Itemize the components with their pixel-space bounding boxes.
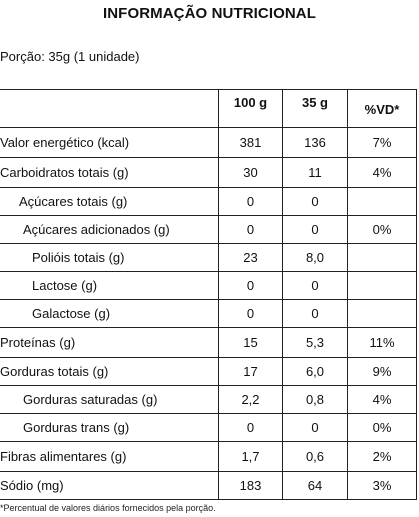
value-35g: 5,3 [282, 327, 348, 358]
value-vd: 9% [347, 357, 417, 386]
table-row: Gorduras saturadas (g) 2,2 0,8 4% [0, 385, 417, 414]
row-label: Gorduras totais (g) [0, 357, 219, 386]
value-100g: 2,2 [218, 385, 283, 414]
value-100g: 381 [218, 127, 283, 158]
row-label: Gorduras saturadas (g) [0, 385, 219, 414]
value-vd: 2% [347, 441, 417, 472]
row-label: Gorduras trans (g) [0, 413, 219, 442]
value-100g: 0 [218, 271, 283, 300]
footnote: *Percentual de valores diários fornecido… [0, 503, 216, 513]
header-row: 100 g 35 g %VD* [0, 89, 417, 128]
header-vd-label: %VD* [364, 102, 400, 117]
value-100g: 0 [218, 215, 283, 244]
value-35g: 0 [282, 413, 348, 442]
value-100g: 1,7 [218, 441, 283, 472]
header-35g: 35 g [282, 89, 348, 128]
value-vd [347, 271, 417, 300]
value-35g: 0,6 [282, 441, 348, 472]
row-label: Açúcares totais (g) [0, 187, 219, 216]
row-label: Carboidratos totais (g) [0, 157, 219, 188]
table-row: Polióis totais (g) 23 8,0 [0, 243, 417, 272]
value-35g: 0 [282, 271, 348, 300]
value-100g: 23 [218, 243, 283, 272]
value-vd [347, 243, 417, 272]
value-100g: 15 [218, 327, 283, 358]
value-vd: 0% [347, 215, 417, 244]
value-100g: 30 [218, 157, 283, 188]
table-row: Valor energético (kcal) 381 136 7% [0, 127, 417, 158]
header-vd: %VD* [347, 89, 417, 128]
table-row: Fibras alimentares (g) 1,7 0,6 2% [0, 441, 417, 472]
row-label: Galactose (g) [0, 299, 219, 328]
table-row: Açúcares adicionados (g) 0 0 0% [0, 215, 417, 244]
value-vd: 0% [347, 413, 417, 442]
value-35g: 136 [282, 127, 348, 158]
table-row: Galactose (g) 0 0 [0, 299, 417, 328]
row-label: Lactose (g) [0, 271, 219, 300]
table-row: Açúcares totais (g) 0 0 [0, 187, 417, 216]
table-title: INFORMAÇÃO NUTRICIONAL [102, 5, 316, 22]
row-label: Valor energético (kcal) [0, 127, 219, 158]
table-row: Lactose (g) 0 0 [0, 271, 417, 300]
value-35g: 0 [282, 187, 348, 216]
portion-size: Porção: 35g (1 unidade) [0, 49, 140, 64]
row-label: Açúcares adicionados (g) [0, 215, 219, 244]
row-label: Sódio (mg) [0, 471, 219, 500]
value-35g: 0 [282, 299, 348, 328]
table-row: Gorduras trans (g) 0 0 0% [0, 413, 417, 442]
value-vd: 3% [347, 471, 417, 500]
value-35g: 64 [282, 471, 348, 500]
value-100g: 17 [218, 357, 283, 386]
table-row: Proteínas (g) 15 5,3 11% [0, 327, 417, 358]
table-row: Gorduras totais (g) 17 6,0 9% [0, 357, 417, 386]
value-100g: 183 [218, 471, 283, 500]
value-vd [347, 187, 417, 216]
row-label: Proteínas (g) [0, 327, 219, 358]
value-35g: 11 [282, 157, 348, 188]
table-row: Carboidratos totais (g) 30 11 4% [0, 157, 417, 188]
value-vd: 4% [347, 157, 417, 188]
value-35g: 6,0 [282, 357, 348, 386]
value-vd: 7% [347, 127, 417, 158]
value-35g: 0 [282, 215, 348, 244]
value-35g: 8,0 [282, 243, 348, 272]
value-35g: 0,8 [282, 385, 348, 414]
value-vd: 4% [347, 385, 417, 414]
value-vd [347, 299, 417, 328]
row-label: Fibras alimentares (g) [0, 441, 219, 472]
value-100g: 0 [218, 187, 283, 216]
header-blank [0, 89, 219, 128]
header-100g: 100 g [218, 89, 283, 128]
table-row: Sódio (mg) 183 64 3% [0, 471, 417, 500]
value-vd: 11% [347, 327, 417, 358]
row-label: Polióis totais (g) [0, 243, 219, 272]
nutrition-table: 100 g 35 g %VD* Valor energético (kcal) … [0, 89, 417, 500]
value-100g: 0 [218, 413, 283, 442]
value-100g: 0 [218, 299, 283, 328]
